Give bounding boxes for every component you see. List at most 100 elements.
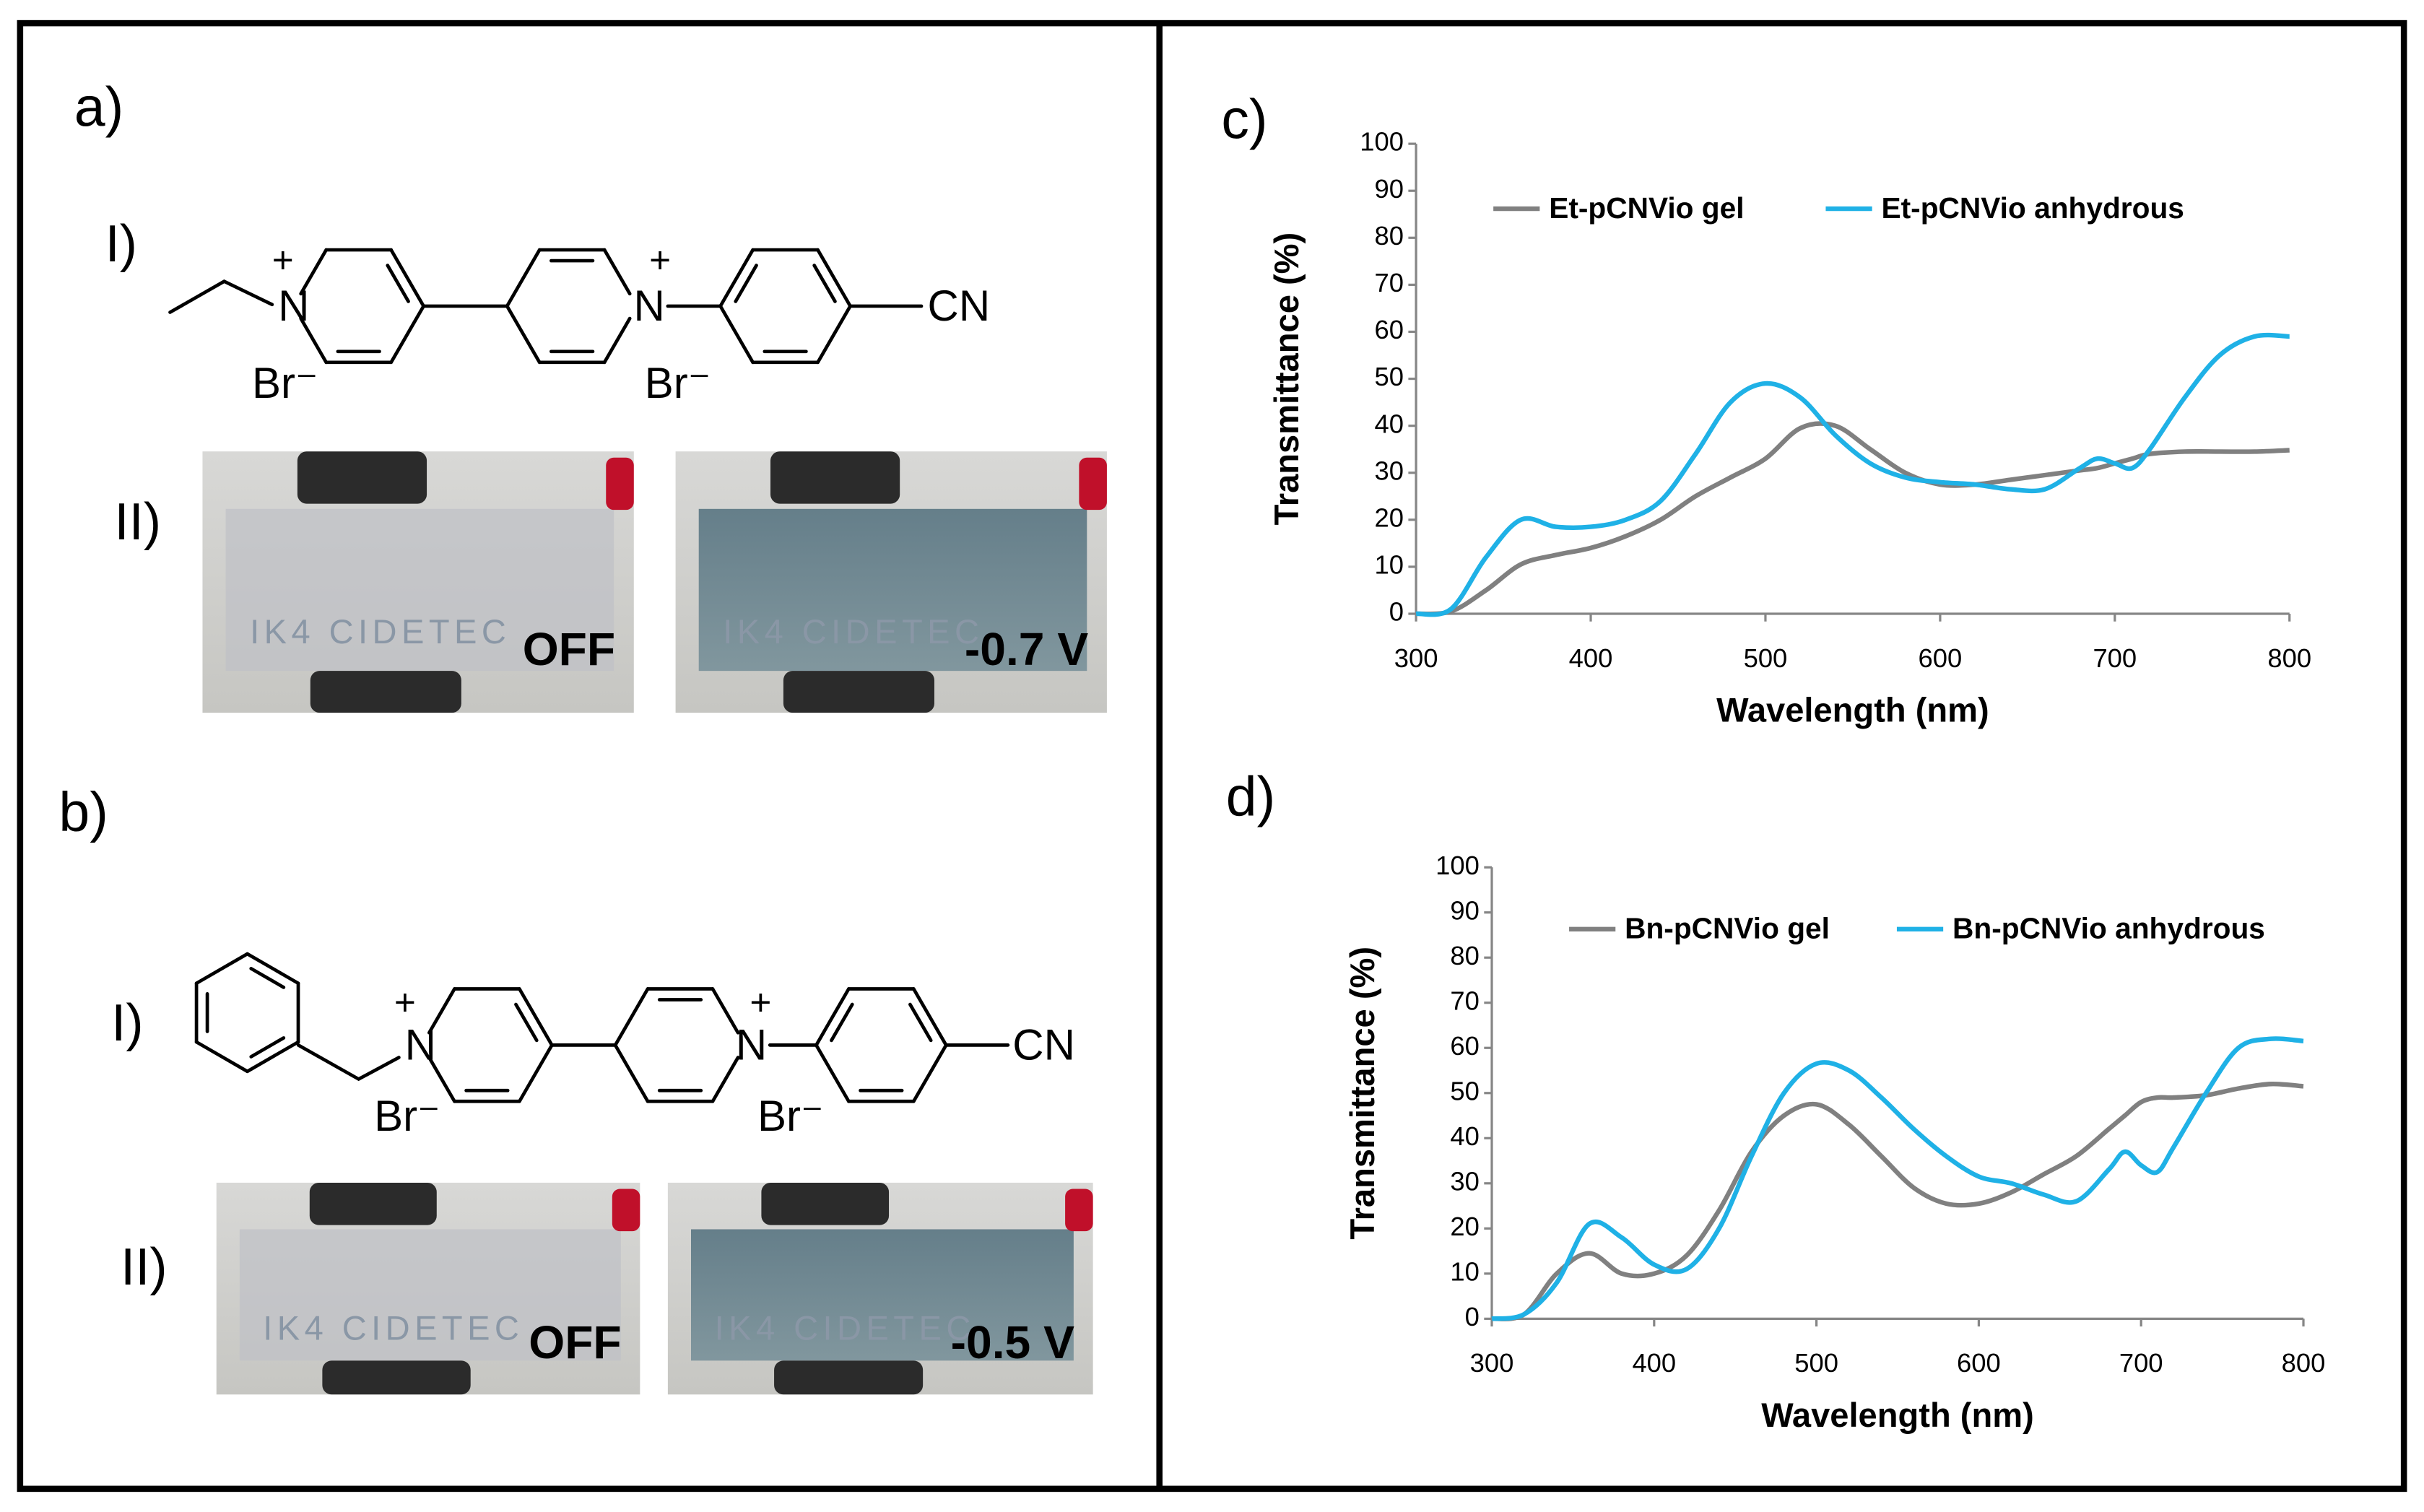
y-tick-label: 70 [1375, 268, 1404, 297]
photo-state: OFF [529, 1316, 621, 1368]
bond [246, 952, 300, 986]
bond [389, 304, 425, 365]
electrode [698, 508, 1087, 672]
bond [299, 316, 329, 365]
bond [296, 1043, 401, 1082]
bond [168, 279, 274, 314]
series-line [1491, 1036, 2304, 1321]
photo-label: II) [114, 492, 161, 551]
counterion: Br⁻ [757, 1092, 824, 1140]
clip [783, 671, 934, 713]
y-tick-label: 70 [1450, 986, 1479, 1015]
photo: IK4 CIDETEC OFF [216, 1182, 640, 1395]
double-bond [514, 1002, 539, 1043]
photo-label: II) [121, 1238, 168, 1296]
x-tick-label: 400 [1632, 1348, 1676, 1378]
y-tick-label: 60 [1375, 315, 1404, 344]
electrode [225, 508, 614, 672]
x-tick-label: 800 [2282, 1348, 2326, 1378]
x-tick-label: 600 [1919, 643, 1963, 673]
y-tick-label: 50 [1450, 1076, 1479, 1105]
bond [505, 304, 542, 365]
photo-state: OFF [523, 623, 615, 675]
counterion: Br⁻ [374, 1092, 440, 1140]
y-tick-label: 30 [1375, 456, 1404, 485]
y-axis-title: Transmittance (%) [1343, 947, 1381, 1240]
clip [309, 1182, 437, 1225]
left-panel: a) I) II) b) I) II) N + N + CN Br⁻ Br⁻ N… [58, 77, 1075, 1297]
bond [246, 1040, 300, 1074]
bond [518, 987, 554, 1047]
double-bond [812, 264, 837, 303]
charge: + [272, 239, 294, 281]
clip [761, 1182, 890, 1225]
x-tick-label: 500 [1744, 643, 1788, 673]
charge: + [394, 981, 416, 1022]
connector [606, 457, 634, 510]
double-bond [386, 264, 410, 303]
photo-logo: IK4 CIDETEC [715, 1309, 976, 1347]
counterion: Br⁻ [252, 359, 318, 407]
y-tick-label: 50 [1375, 362, 1404, 391]
panel-label: c) [1221, 89, 1267, 151]
bond [299, 248, 329, 296]
x-tick-label: 400 [1569, 643, 1613, 673]
x-tick-label: 600 [1957, 1348, 2001, 1378]
structure-label: I) [105, 214, 137, 273]
bond [711, 987, 740, 1035]
clip [297, 451, 427, 504]
chart: c) 0 10 20 30 40 50 60 70 80 90 100 300 400 500 600 700 8… [1221, 89, 2311, 729]
double-bond [908, 1002, 933, 1043]
y-tick-label: 0 [1389, 597, 1404, 627]
photo: IK4 CIDETEC OFF [202, 451, 634, 713]
atom: CN [928, 282, 991, 330]
connector [612, 1189, 640, 1232]
double-bond [734, 264, 758, 303]
panel-label: b) [58, 781, 108, 843]
clip [770, 451, 900, 504]
x-axis-title: Wavelength (nm) [1761, 1396, 2034, 1434]
series-line [1491, 1082, 2304, 1321]
bond [814, 1043, 851, 1103]
y-axis-title: Transmittance (%) [1267, 233, 1306, 526]
y-tick-label: 90 [1375, 174, 1404, 204]
double-bond [830, 1002, 854, 1043]
structure-label: I) [111, 994, 143, 1052]
x-tick-label: 300 [1394, 643, 1438, 673]
photo-logo: IK4 CIDETEC [723, 612, 983, 651]
structure: N + N + CN Br⁻ Br⁻ [168, 239, 991, 407]
legend-label: Bn-pCNVio anhydrous [1952, 912, 2265, 945]
photo: IK4 CIDETEC-0.7 V [675, 451, 1107, 713]
connector [1065, 1189, 1093, 1232]
bond [602, 248, 632, 296]
y-tick-label: 30 [1450, 1166, 1479, 1196]
bond [711, 1056, 740, 1103]
legend-label: Et-pCNVio gel [1549, 191, 1744, 225]
x-tick-label: 700 [2119, 1348, 2163, 1378]
bond [816, 304, 852, 365]
panel-label: a) [74, 77, 124, 139]
x-tick-label: 700 [2093, 643, 2137, 673]
y-tick-label: 40 [1450, 1121, 1479, 1151]
bond [613, 987, 650, 1047]
bond [911, 987, 948, 1047]
outer-frame [17, 19, 2407, 1493]
bond [718, 248, 755, 308]
bond [613, 1043, 650, 1103]
bond [389, 248, 425, 308]
photo-state: -0.5 V [951, 1316, 1074, 1368]
y-tick-label: 20 [1375, 503, 1404, 532]
bond [518, 1043, 554, 1103]
structure: N + N + CN Br⁻ Br⁻ [194, 952, 1075, 1140]
bond [911, 1043, 948, 1103]
y-tick-label: 0 [1465, 1302, 1480, 1331]
bond [427, 1056, 456, 1103]
bond [718, 304, 755, 365]
series-line [1415, 332, 2290, 617]
y-tick-label: 20 [1450, 1212, 1479, 1241]
y-tick-label: 40 [1375, 409, 1404, 438]
x-tick-label: 800 [2267, 643, 2311, 673]
x-tick-label: 500 [1794, 1348, 1838, 1378]
